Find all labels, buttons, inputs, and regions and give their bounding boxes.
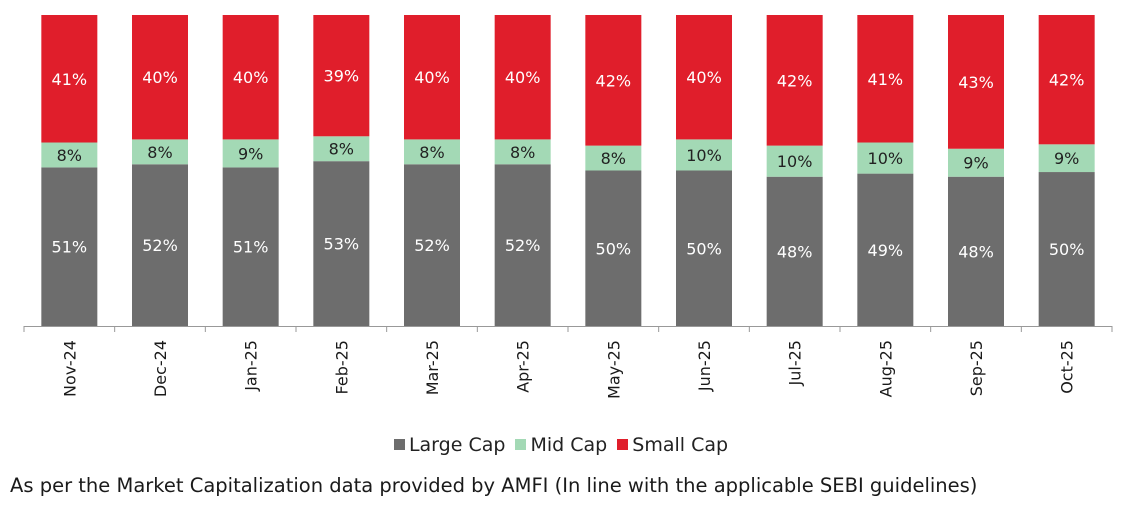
x-tick-label-oct-25: Oct-25 (1058, 340, 1077, 394)
legend-label-small-cap: Small Cap (632, 434, 729, 456)
data-label-mid-cap-jul-25: 10% (777, 152, 813, 171)
legend: Large Cap Mid Cap Small Cap (0, 434, 1122, 456)
bar-mid-cap-oct-25 (1038, 144, 1095, 173)
bar-mid-cap-apr-25 (494, 139, 551, 165)
data-label-mid-cap-apr-25: 8% (510, 143, 535, 162)
data-label-mid-cap-sep-25: 9% (963, 154, 988, 173)
bar-small-cap-jul-25 (766, 15, 823, 146)
data-label-small-cap-nov-24: 41% (52, 70, 88, 89)
x-tick-label-jun-25: Jun-25 (695, 340, 714, 392)
data-label-mid-cap-oct-25: 9% (1054, 149, 1079, 168)
bar-small-cap-oct-25 (1038, 15, 1095, 145)
data-label-small-cap-feb-25: 39% (324, 67, 360, 86)
stacked-bar-chart: 51% 8% 41% Nov-24 52% 8% 40% Dec-24 51% 9% 40% Jan-… (23, 15, 1113, 399)
x-tick-label-mar-25: Mar-25 (423, 340, 442, 395)
bar-large-cap-jan-25 (222, 167, 279, 326)
bar-mid-cap-feb-25 (313, 136, 370, 162)
data-label-mid-cap-jan-25: 9% (238, 144, 263, 163)
legend-item-large-cap: Large Cap (393, 434, 506, 456)
bar-small-cap-aug-25 (857, 15, 914, 143)
data-label-large-cap-jan-25: 51% (233, 238, 269, 257)
data-label-mid-cap-feb-25: 8% (329, 140, 354, 159)
x-tick-label-sep-25: Sep-25 (967, 340, 986, 396)
data-label-small-cap-jan-25: 40% (233, 68, 269, 87)
x-tick-label-jan-25: Jan-25 (242, 340, 261, 392)
bar-large-cap-jul-25 (766, 176, 823, 326)
bar-large-cap-nov-24 (41, 167, 98, 326)
x-tick-label-apr-25: Apr-25 (514, 340, 533, 393)
bar-mid-cap-may-25 (585, 145, 642, 171)
bar-mid-cap-mar-25 (404, 139, 460, 165)
bar-large-cap-jun-25 (676, 170, 732, 326)
data-label-small-cap-may-25: 42% (596, 71, 632, 90)
data-label-large-cap-aug-25: 49% (868, 241, 904, 260)
legend-label-mid-cap: Mid Cap (530, 434, 608, 456)
bar-small-cap-jun-25 (676, 15, 732, 140)
data-label-small-cap-mar-25: 40% (414, 68, 450, 87)
x-tick-label-jul-25: Jul-25 (786, 340, 805, 386)
legend-swatch-small-cap (617, 439, 629, 450)
x-tick-label-may-25: May-25 (604, 340, 623, 399)
legend-swatch-mid-cap (515, 439, 527, 450)
x-tick-label-aug-25: Aug-25 (876, 340, 895, 397)
bar-small-cap-sep-25 (948, 15, 1004, 149)
bar-mid-cap-sep-25 (948, 148, 1004, 177)
bar-large-cap-dec-24 (132, 164, 188, 326)
bar-small-cap-apr-25 (494, 15, 551, 140)
bar-large-cap-apr-25 (494, 164, 551, 326)
data-label-large-cap-nov-24: 51% (52, 238, 88, 257)
data-label-mid-cap-jun-25: 10% (686, 146, 722, 165)
bar-small-cap-nov-24 (41, 15, 98, 143)
data-label-large-cap-may-25: 50% (596, 239, 632, 258)
footnote: As per the Market Capitalization data pr… (10, 474, 978, 497)
data-label-mid-cap-aug-25: 10% (868, 149, 904, 168)
bar-large-cap-oct-25 (1038, 172, 1095, 326)
data-label-small-cap-jun-25: 40% (686, 68, 722, 87)
data-label-small-cap-apr-25: 40% (505, 68, 541, 87)
bar-large-cap-mar-25 (404, 164, 460, 326)
bar-mid-cap-jul-25 (766, 145, 823, 177)
data-label-small-cap-oct-25: 42% (1049, 71, 1085, 90)
bar-large-cap-feb-25 (313, 161, 370, 326)
legend-item-small-cap: Small Cap (617, 434, 728, 456)
data-label-mid-cap-mar-25: 8% (419, 143, 444, 162)
bar-mid-cap-jun-25 (676, 139, 732, 171)
data-label-large-cap-jul-25: 48% (777, 242, 813, 261)
bar-large-cap-sep-25 (948, 176, 1004, 326)
data-label-large-cap-oct-25: 50% (1049, 240, 1085, 259)
bar-large-cap-may-25 (585, 170, 642, 326)
bar-small-cap-jan-25 (222, 15, 279, 140)
data-label-mid-cap-nov-24: 8% (57, 146, 82, 165)
data-label-large-cap-sep-25: 48% (958, 242, 994, 261)
data-label-large-cap-apr-25: 52% (505, 236, 541, 255)
data-label-large-cap-jun-25: 50% (686, 239, 722, 258)
bar-mid-cap-jan-25 (222, 139, 279, 168)
bar-mid-cap-nov-24 (41, 142, 98, 168)
bar-small-cap-feb-25 (313, 15, 370, 137)
data-label-small-cap-sep-25: 43% (958, 73, 994, 92)
bar-mid-cap-dec-24 (132, 139, 188, 165)
x-tick-label-nov-24: Nov-24 (60, 340, 79, 397)
bar-large-cap-aug-25 (857, 173, 914, 326)
data-label-small-cap-aug-25: 41% (868, 70, 904, 89)
legend-swatch-large-cap (393, 439, 405, 450)
legend-label-large-cap: Large Cap (408, 434, 506, 456)
bar-small-cap-dec-24 (132, 15, 188, 140)
data-label-large-cap-mar-25: 52% (414, 236, 450, 255)
data-label-large-cap-dec-24: 52% (142, 236, 178, 255)
data-label-mid-cap-dec-24: 8% (147, 143, 172, 162)
bar-mid-cap-aug-25 (857, 142, 914, 174)
data-label-mid-cap-may-25: 8% (601, 149, 626, 168)
bar-small-cap-may-25 (585, 15, 642, 146)
data-label-small-cap-dec-24: 40% (142, 68, 178, 87)
bar-small-cap-mar-25 (404, 15, 460, 140)
data-label-large-cap-feb-25: 53% (324, 235, 360, 254)
x-tick-label-feb-25: Feb-25 (332, 340, 351, 394)
data-label-small-cap-jul-25: 42% (777, 71, 813, 90)
x-tick-label-dec-24: Dec-24 (151, 340, 170, 397)
legend-item-mid-cap: Mid Cap (515, 434, 607, 456)
